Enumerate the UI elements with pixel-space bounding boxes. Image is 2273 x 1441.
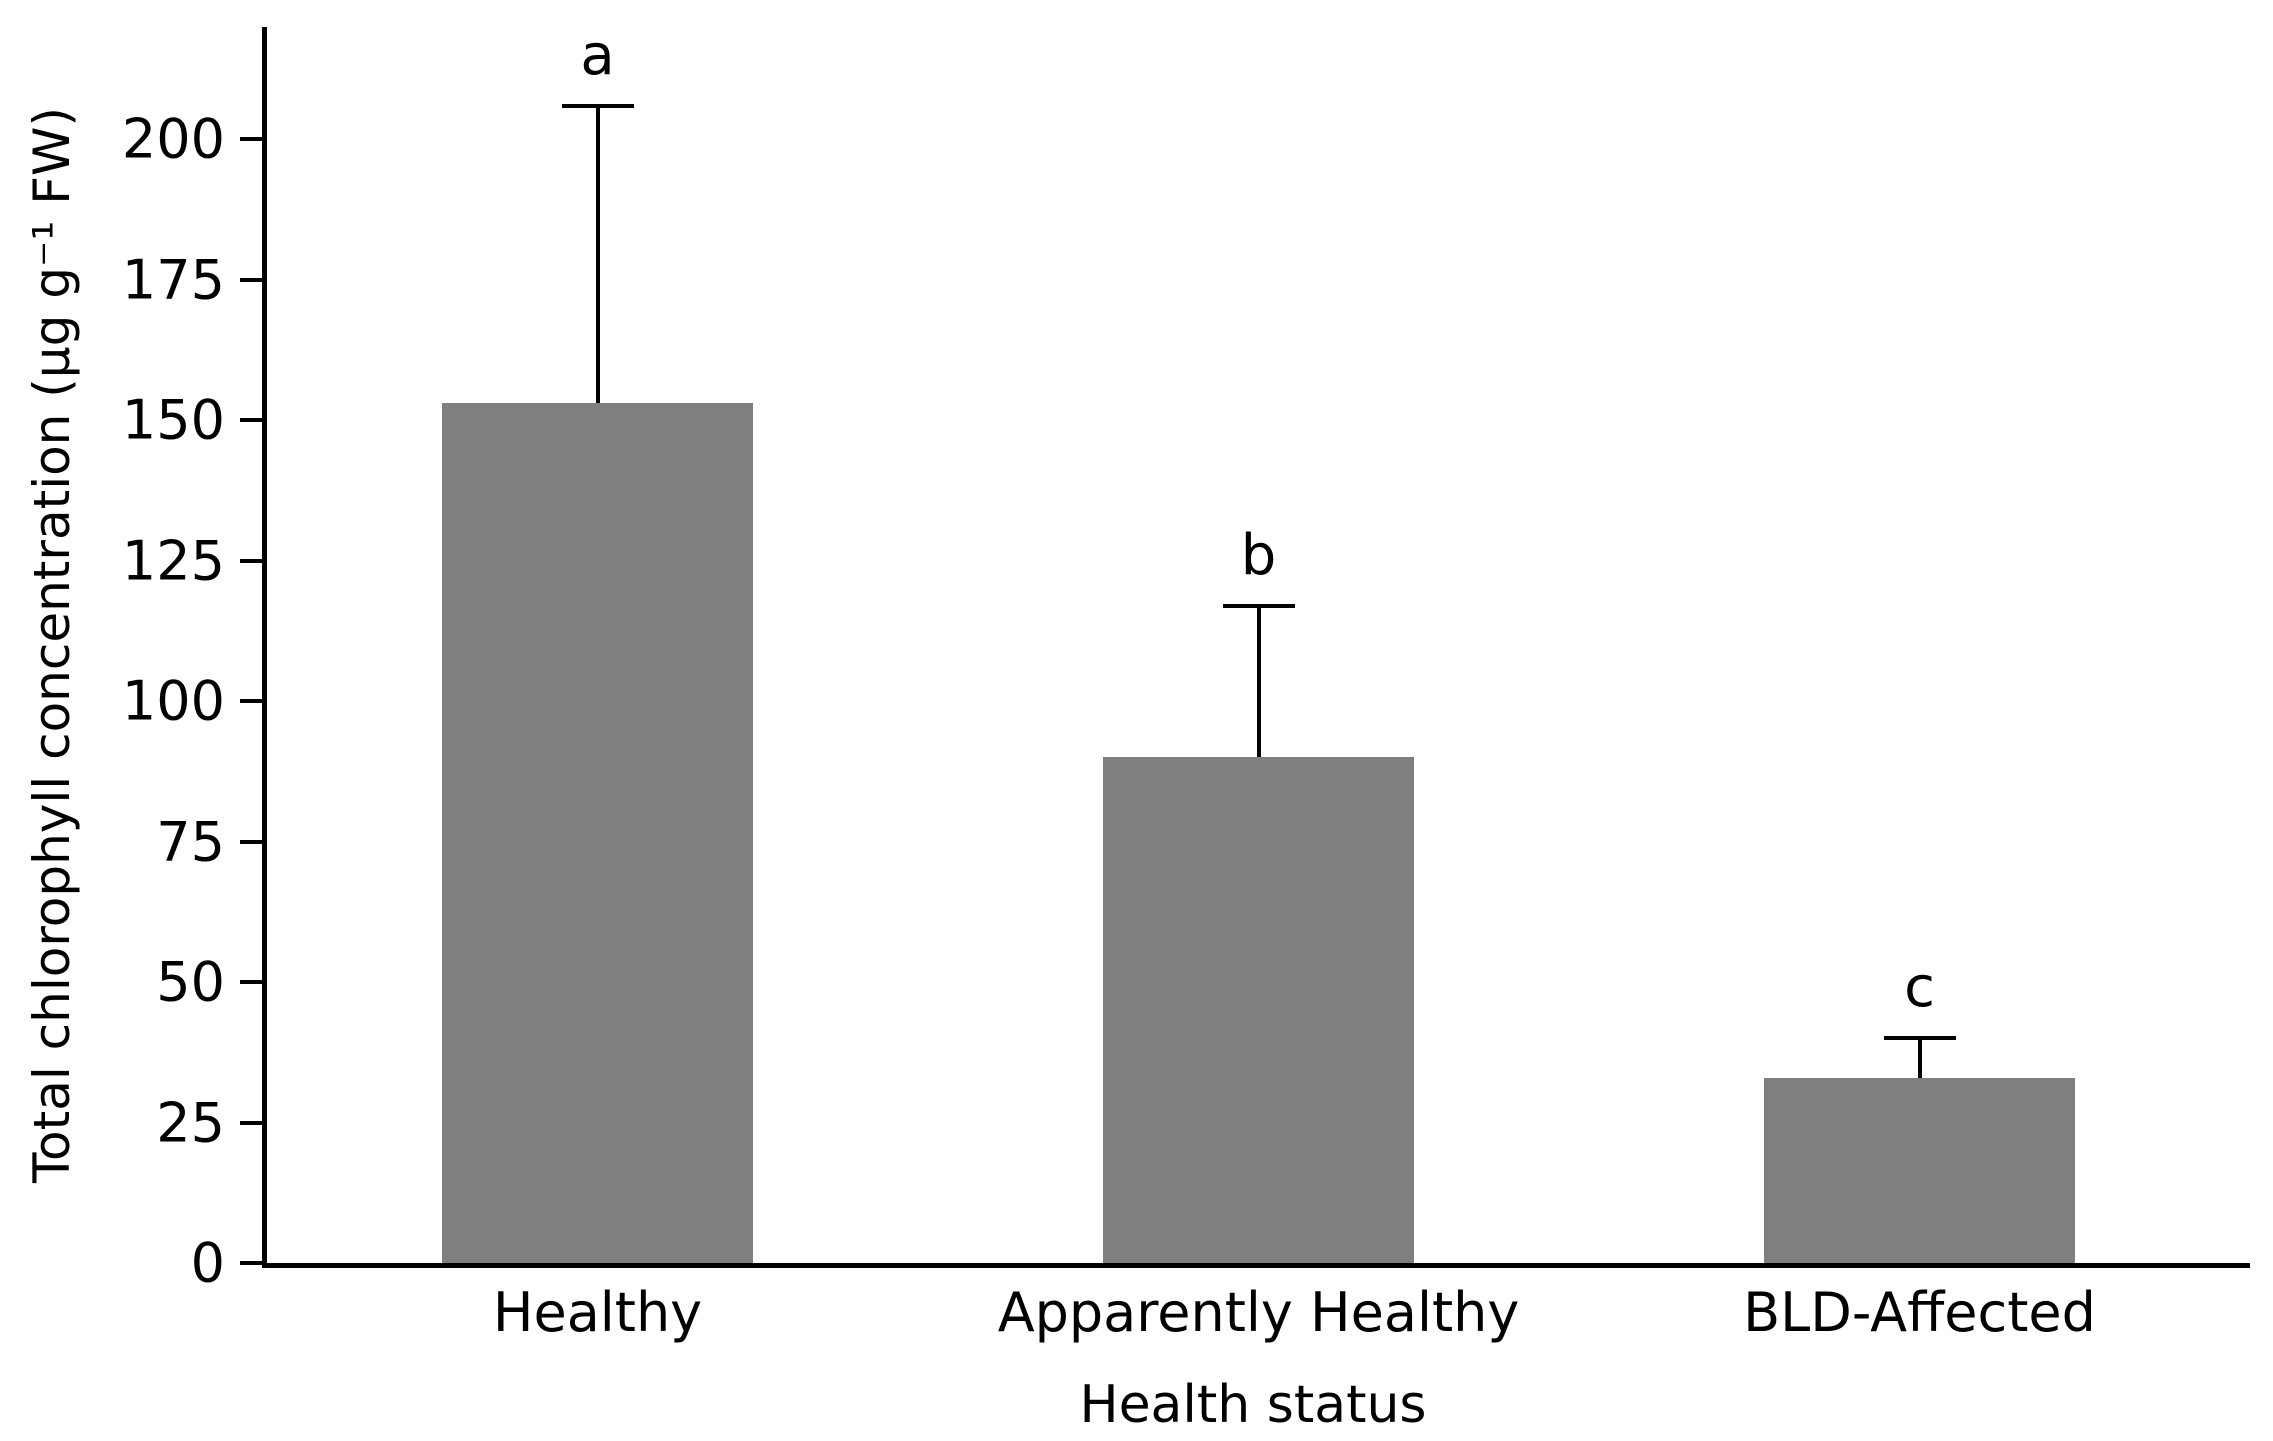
y-tick-label: 75: [156, 810, 225, 874]
y-tick-mark: [240, 699, 262, 704]
error-bar-line: [595, 105, 600, 404]
x-tick-label: Healthy: [492, 1281, 703, 1344]
x-tick-label: Apparently Healthy: [997, 1281, 1520, 1344]
y-tick-label: 175: [121, 248, 225, 312]
x-axis-label: Health status: [1079, 1375, 1427, 1435]
bar-bld-affected: [1764, 1077, 2075, 1263]
y-tick-mark: [240, 558, 262, 563]
significance-letter: b: [1240, 522, 1277, 588]
y-tick-mark: [240, 1261, 262, 1265]
y-tick-mark: [240, 277, 262, 282]
y-tick-mark: [240, 418, 262, 423]
error-bar-cap: [561, 103, 634, 108]
y-tick-mark: [240, 137, 262, 142]
bar-healthy: [442, 403, 753, 1263]
error-bar-cap: [1222, 603, 1295, 608]
y-tick-label: 100: [121, 669, 225, 733]
error-bar-cap: [1883, 1036, 1956, 1041]
error-bar-line: [1917, 1038, 1922, 1078]
y-tick-label: 125: [121, 529, 225, 593]
y-tick-label: 200: [121, 107, 225, 171]
y-tick-label: 25: [156, 1091, 225, 1155]
y-axis-label: Total chlorophyll concentration (μg g⁻¹ …: [23, 107, 81, 1183]
y-tick-mark: [240, 839, 262, 844]
y-tick-mark: [240, 1120, 262, 1125]
x-tick-label: BLD-Affected: [1743, 1281, 2096, 1344]
y-tick-label: 150: [121, 388, 225, 452]
y-tick-label: 50: [156, 950, 225, 1014]
bar-apparently-healthy: [1103, 757, 1414, 1263]
y-tick-mark: [240, 980, 262, 985]
error-bar-line: [1256, 605, 1261, 758]
significance-letter: a: [580, 22, 615, 88]
y-tick-label: 0: [190, 1231, 225, 1295]
significance-letter: c: [1904, 955, 1935, 1021]
plot-area: 0 25 50 75 100 125 150 175 200 a Healthy b Apparentl…: [122, 22, 2250, 1344]
